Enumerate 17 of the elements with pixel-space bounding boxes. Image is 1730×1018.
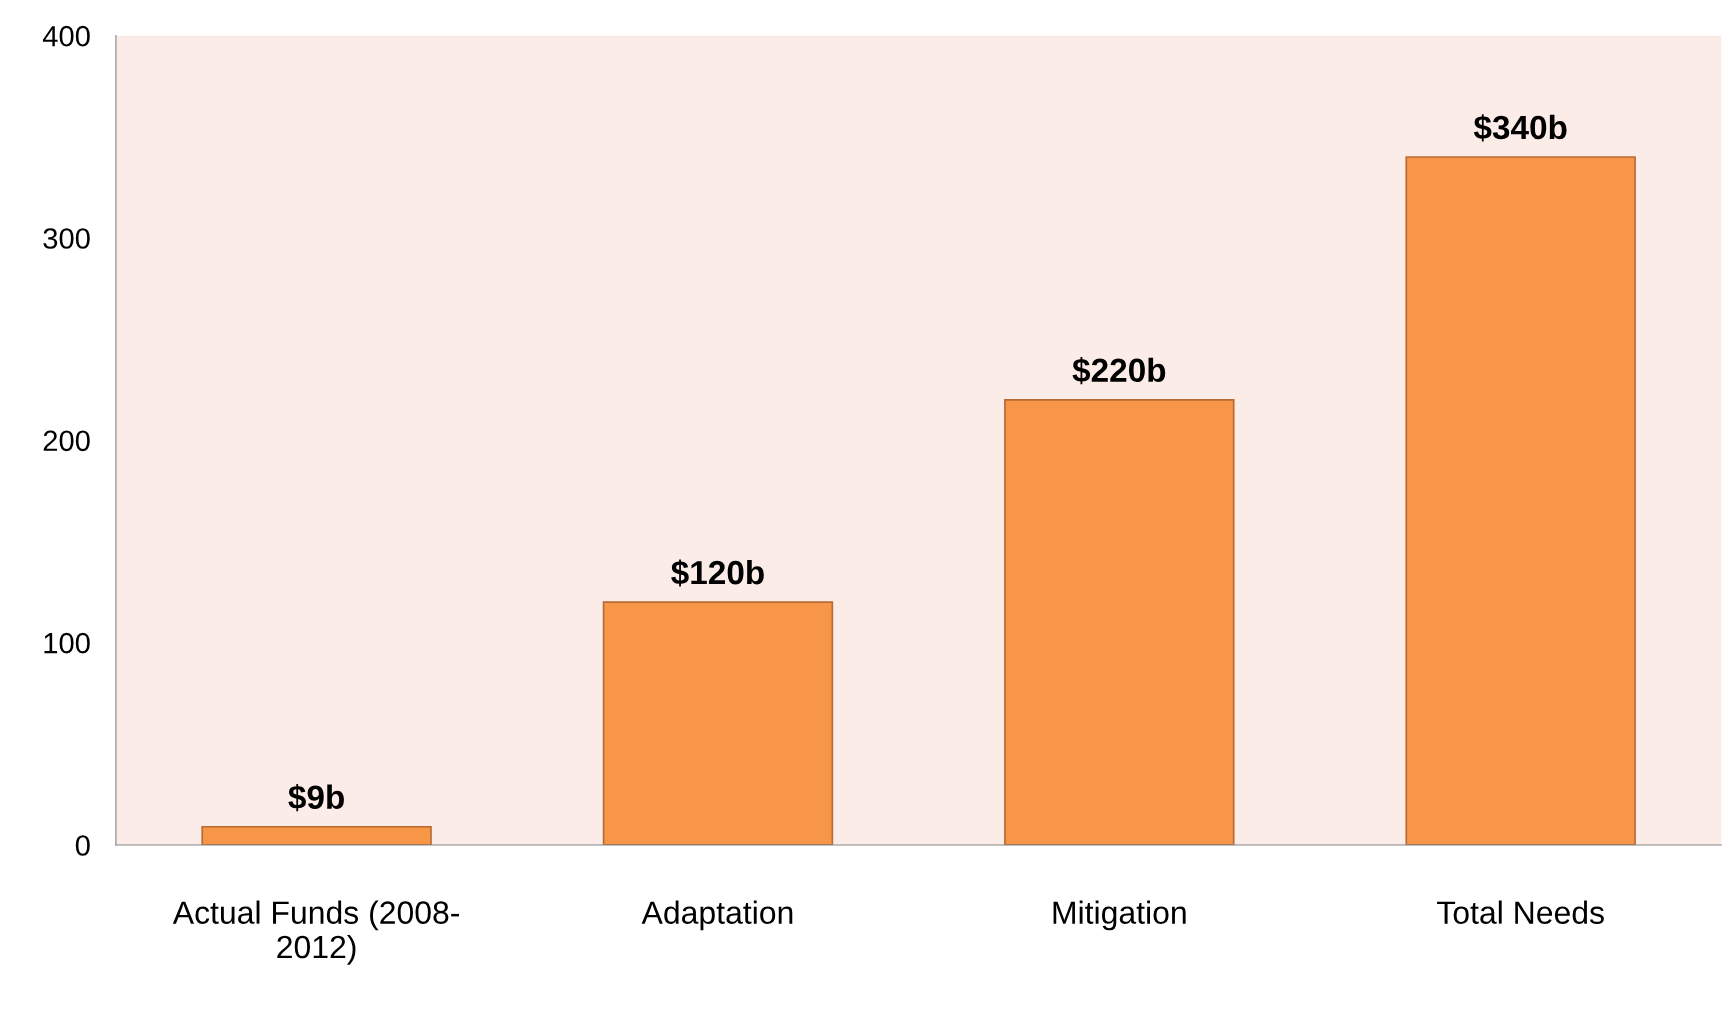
x-tick-label: Mitigation	[1053, 900, 1186, 931]
x-tick-label: Total Needs	[1437, 900, 1604, 924]
bar	[602, 601, 834, 845]
y-tick-label: 200	[43, 430, 90, 452]
x-tick-label: Adaptation	[641, 900, 793, 931]
bar	[1004, 398, 1235, 845]
data-label: $120b	[671, 559, 764, 587]
y-tick-label: 100	[44, 632, 90, 654]
x-tick-label: Actual Funds (2008- 2012)	[172, 900, 460, 965]
y-tick-label: 300	[43, 228, 90, 249]
bar	[201, 825, 432, 845]
data-label: $220b	[1072, 357, 1166, 385]
bar	[1405, 156, 1636, 845]
y-tick-label: 400	[42, 25, 90, 47]
data-label: $9b	[288, 783, 344, 812]
data-label: $340b	[1473, 114, 1567, 142]
y-tick-label: 0	[75, 835, 90, 856]
